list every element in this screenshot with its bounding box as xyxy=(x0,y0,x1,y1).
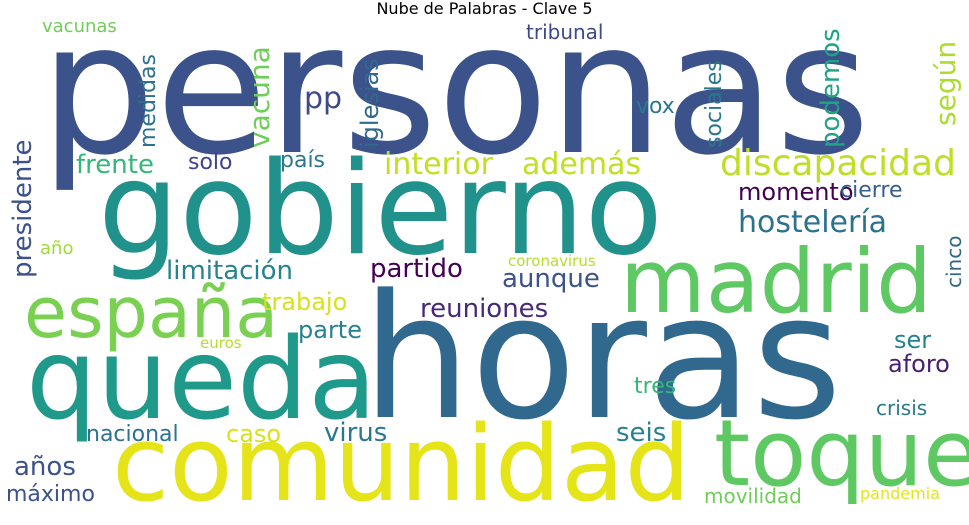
word-iglesias: iglesias xyxy=(356,58,384,148)
word-interior: interior xyxy=(384,147,493,182)
word-toque: toque xyxy=(714,400,969,507)
word-solo: solo xyxy=(188,150,233,175)
word-ser: ser xyxy=(894,326,932,354)
word-pp: pp xyxy=(304,81,343,116)
word-presidente: presidente xyxy=(8,139,38,278)
word-aunque: aunque xyxy=(502,264,600,294)
word-coronavirus: coronavirus xyxy=(508,252,596,270)
word-euros: euros xyxy=(200,334,242,352)
word-cinco: cinco xyxy=(942,235,966,288)
word-hosteleria: hostelería xyxy=(738,205,888,240)
word-cierre: cierre xyxy=(840,178,903,203)
word-crisis: crisis xyxy=(876,396,928,420)
word-movilidad: movilidad xyxy=(704,484,802,508)
word-sociales: sociales xyxy=(702,60,727,148)
word-segun: según xyxy=(929,40,962,126)
word-podemos: podemos xyxy=(816,28,846,148)
word-vacuna: vacuna xyxy=(243,46,276,148)
word-caso: caso xyxy=(226,420,282,448)
word-espana: españa xyxy=(24,272,279,354)
word-horas: horas xyxy=(362,257,842,458)
word-vox: vox xyxy=(636,94,675,119)
word-seis: seis xyxy=(616,418,667,448)
word-gobierno: gobierno xyxy=(98,135,663,284)
word-tribunal: tribunal xyxy=(526,20,604,44)
word-maximo: máximo xyxy=(6,482,95,507)
word-parte: parte xyxy=(298,316,362,344)
word-ademas: además xyxy=(522,147,642,182)
word-aforo: aforo xyxy=(888,350,950,378)
page-title: Nube de Palabras - Clave 5 xyxy=(376,0,593,18)
word-ano: año xyxy=(40,238,74,259)
word-madrid: madrid xyxy=(620,230,932,333)
word-frente: frente xyxy=(76,150,154,180)
word-limitacion: limitación xyxy=(166,256,294,286)
word-pandemia: pandemia xyxy=(860,484,940,503)
word-partido: partido xyxy=(370,254,463,284)
word-vacunas: vacunas xyxy=(42,16,117,37)
word-tres: tres xyxy=(634,374,677,399)
word-nacional: nacional xyxy=(86,422,179,447)
word-anos: años xyxy=(14,452,76,482)
word-pais: país xyxy=(280,148,326,173)
word-personas: personas xyxy=(40,0,871,195)
word-trabajo: trabajo xyxy=(262,288,348,316)
word-momento: momento xyxy=(738,178,854,206)
word-discapacidad: discapacidad xyxy=(720,143,956,184)
word-reuniones: reuniones xyxy=(420,294,549,324)
word-comunidad: comunidad xyxy=(112,403,691,525)
word-medidas: medidas xyxy=(136,54,161,148)
word-queda: queda xyxy=(26,315,377,445)
word-virus: virus xyxy=(324,418,388,448)
